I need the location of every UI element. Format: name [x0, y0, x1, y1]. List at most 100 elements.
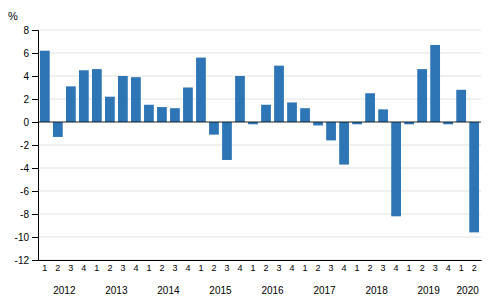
x-tick: 1: [250, 263, 255, 273]
y-tick-mark: [32, 76, 38, 77]
year-label: 2017: [313, 285, 336, 296]
bar: [196, 58, 206, 122]
bar: [378, 109, 388, 122]
y-tick-mark: [32, 53, 38, 54]
y-tick: -4: [20, 163, 38, 174]
y-tick-label: -10: [15, 232, 30, 243]
year-label: 2019: [418, 285, 441, 296]
x-tick: 4: [342, 263, 347, 273]
zero-line: [38, 122, 481, 123]
y-tick: -10: [15, 232, 38, 243]
y-tick: -6: [20, 186, 38, 197]
grid-line: [38, 168, 481, 169]
y-tick-label: 2: [23, 94, 29, 105]
y-tick-mark: [32, 214, 38, 215]
x-tick-label: 3: [120, 263, 125, 273]
y-tick-mark: [32, 237, 38, 238]
y-label: %: [8, 10, 18, 22]
x-tick-label: 2: [420, 263, 425, 273]
bar: [222, 122, 232, 160]
x-tick: 2: [107, 263, 112, 273]
x-tick: 2: [263, 263, 268, 273]
x-tick-label: 3: [68, 263, 73, 273]
x-tick-label: 1: [94, 263, 99, 273]
y-tick: 8: [23, 25, 38, 36]
grid-line: [38, 30, 481, 31]
x-tick: 1: [303, 263, 308, 273]
x-tick: 2: [316, 263, 321, 273]
bar: [79, 70, 89, 122]
y-tick: 4: [23, 71, 38, 82]
bar: [430, 45, 440, 122]
y-tick: -2: [20, 140, 38, 151]
bar: [183, 88, 193, 123]
y-tick: 6: [23, 48, 38, 59]
bar: [300, 108, 310, 122]
grid-line: [38, 76, 481, 77]
x-tick: 4: [81, 263, 86, 273]
grid-line: [38, 145, 481, 146]
bar: [313, 122, 323, 125]
y-tick-label: -12: [15, 255, 30, 266]
bar: [417, 69, 427, 122]
bar: [105, 97, 115, 122]
x-tick-label: 4: [290, 263, 295, 273]
x-tick-label: 2: [316, 263, 321, 273]
x-tick-label: 3: [381, 263, 386, 273]
year-label: 2014: [157, 285, 180, 296]
x-tick-label: 1: [198, 263, 203, 273]
grid-line: [38, 53, 481, 54]
x-tick: 1: [42, 263, 47, 273]
y-tick: -12: [15, 255, 38, 266]
x-tick: 2: [211, 263, 216, 273]
x-tick: 2: [55, 263, 60, 273]
bar: [40, 51, 50, 122]
x-tick-label: 4: [81, 263, 86, 273]
y-tick-mark: [32, 145, 38, 146]
bar: [157, 107, 167, 122]
bar: [456, 90, 466, 122]
y-tick-mark: [32, 260, 38, 261]
bar: [469, 122, 479, 232]
x-tick-label: 4: [394, 263, 399, 273]
y-tick-mark: [32, 30, 38, 31]
x-tick-label: 4: [185, 263, 190, 273]
grid-line: [38, 191, 481, 192]
x-tick: 3: [277, 263, 282, 273]
bar: [209, 122, 219, 135]
x-tick: 3: [329, 263, 334, 273]
x-tick: 4: [185, 263, 190, 273]
x-tick-label: 1: [355, 263, 360, 273]
x-tick-label: 2: [107, 263, 112, 273]
x-tick-label: 4: [342, 263, 347, 273]
grid: [38, 30, 481, 260]
x-tick-label: 2: [368, 263, 373, 273]
x-tick-label: 1: [407, 263, 412, 273]
grid-line: [38, 260, 481, 261]
year-label: 2013: [105, 285, 128, 296]
bar: [53, 122, 63, 137]
bar: [131, 77, 141, 122]
x-axis-line: [39, 260, 482, 261]
x-tick-label: 1: [146, 263, 151, 273]
x-tick: 3: [172, 263, 177, 273]
year-label: 2018: [365, 285, 388, 296]
x-tick: 2: [159, 263, 164, 273]
x-tick-label: 4: [133, 263, 138, 273]
x-tick: 2: [368, 263, 373, 273]
year-label: 2016: [261, 285, 284, 296]
plot: -12-10-8-6-4-202468123412341234123412341…: [15, 25, 482, 296]
y-tick-label: -8: [20, 209, 29, 220]
x-tick: 4: [237, 263, 242, 273]
bar: [326, 122, 336, 140]
x-tick-label: 2: [159, 263, 164, 273]
grid-line: [38, 214, 481, 215]
x-tick-label: 3: [224, 263, 229, 273]
y-tick-mark: [32, 191, 38, 192]
bar: [144, 105, 154, 122]
year-label: 2015: [209, 285, 232, 296]
year-label: 2012: [53, 285, 76, 296]
bar: [287, 102, 297, 122]
x-tick: 4: [394, 263, 399, 273]
x-tick: 1: [355, 263, 360, 273]
